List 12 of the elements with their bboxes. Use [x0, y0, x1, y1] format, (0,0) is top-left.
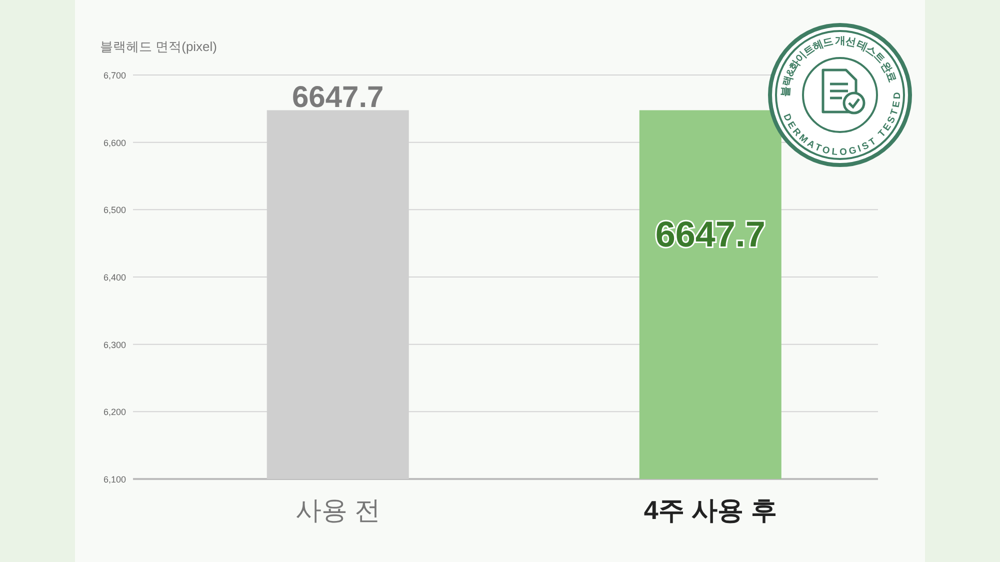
y-tick-label: 6,500 — [103, 205, 126, 216]
x-tick-label: 사용 전 — [295, 495, 380, 525]
y-tick-label: 6,100 — [103, 474, 126, 484]
y-tick-label: 6,200 — [103, 407, 126, 418]
y-tick-label: 6,600 — [103, 138, 126, 148]
y-axis-title: 블랙헤드 면적(pixel) — [100, 39, 218, 54]
data-label: 6647.7 — [655, 214, 766, 255]
y-tick-label: 6,300 — [103, 340, 126, 350]
y-tick-label: 6,400 — [103, 272, 126, 282]
y-tick-label: 6,700 — [103, 70, 126, 80]
data-label: 6647.7 — [292, 81, 384, 114]
x-tick-label: 4주 사용 후 — [644, 495, 777, 525]
